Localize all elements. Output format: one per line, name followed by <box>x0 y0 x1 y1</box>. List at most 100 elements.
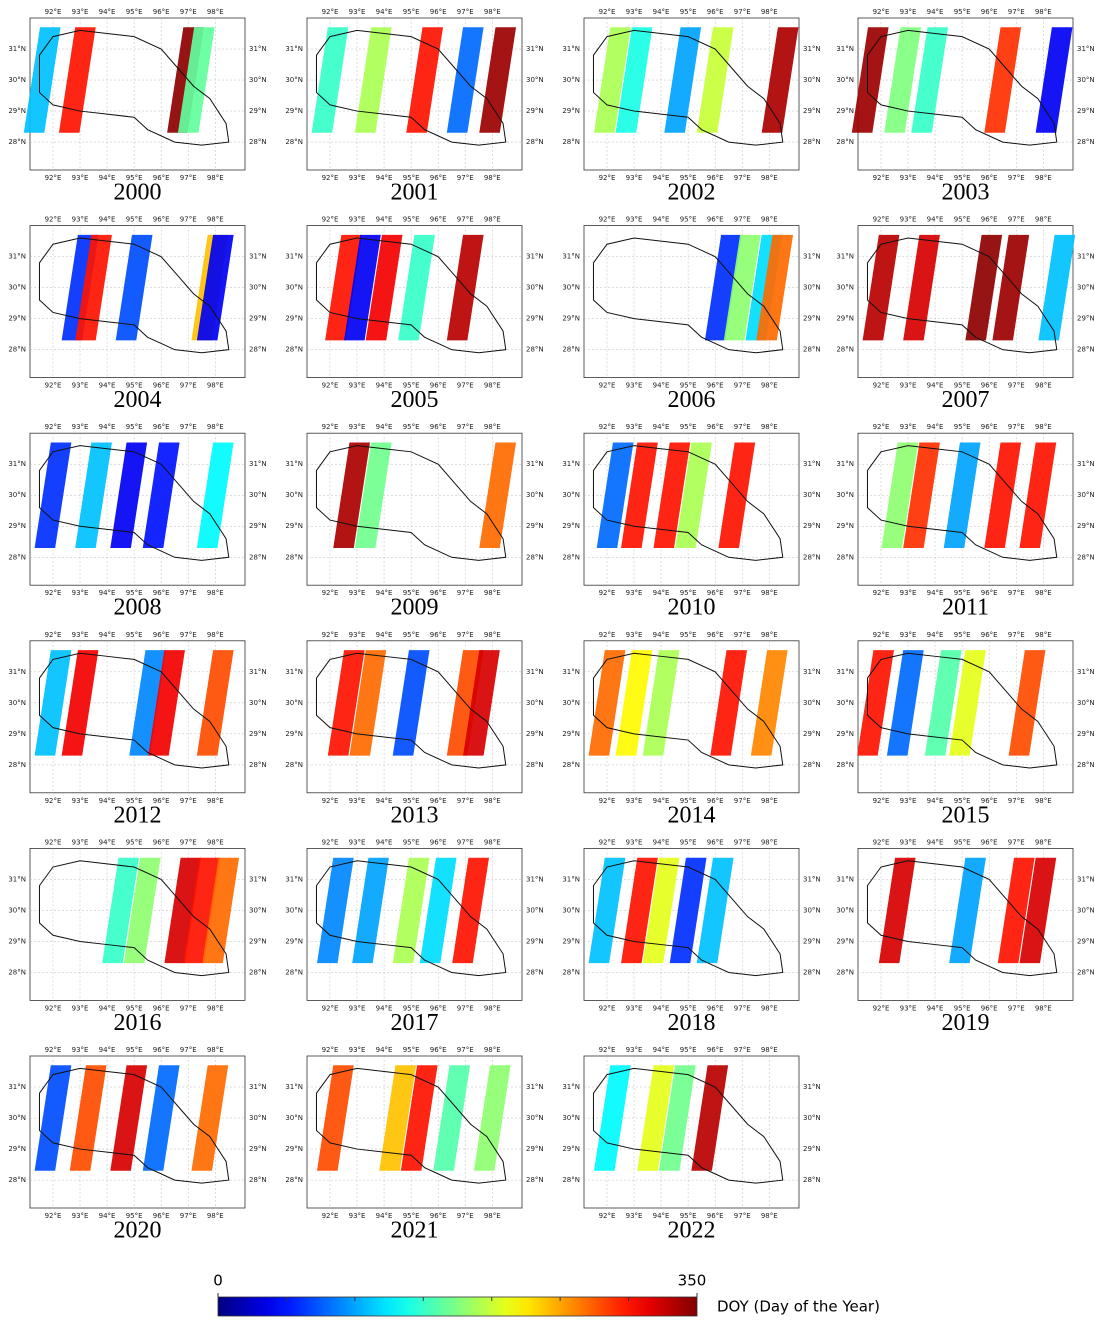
lat-label: 30°N <box>803 906 821 914</box>
lat-label: 30°N <box>1077 284 1094 292</box>
lon-label: 96°E <box>981 631 998 639</box>
lat-label: 29°N <box>249 730 267 738</box>
lon-label: 96°E <box>707 838 724 846</box>
lon-label: 92°E <box>873 423 890 431</box>
lat-label: 31°N <box>526 460 544 468</box>
lon-label: 97°E <box>734 423 751 431</box>
lon-label: 94°E <box>99 838 116 846</box>
lon-label: 97°E <box>734 1212 751 1220</box>
lon-label: 92°E <box>322 631 339 639</box>
lon-label: 97°E <box>1008 631 1025 639</box>
year-label: 2018 <box>668 1010 716 1036</box>
year-label: 2021 <box>391 1218 439 1244</box>
lon-label: 93°E <box>72 797 89 805</box>
lat-label: 29°N <box>8 107 26 115</box>
lat-label: 29°N <box>836 107 854 115</box>
lon-label: 98°E <box>1035 797 1052 805</box>
lon-label: 93°E <box>72 631 89 639</box>
map-panel: 92°E92°E93°E93°E94°E94°E95°E95°E96°E96°E… <box>8 8 266 206</box>
lat-label: 30°N <box>562 906 580 914</box>
lat-label: 29°N <box>803 315 821 323</box>
lat-label: 30°N <box>1077 906 1094 914</box>
map-panel: 92°E92°E93°E93°E94°E94°E95°E95°E96°E96°E… <box>562 1046 820 1244</box>
year-label: 2012 <box>114 802 162 828</box>
lon-label: 92°E <box>873 382 890 390</box>
lat-label: 29°N <box>249 315 267 323</box>
lat-label: 30°N <box>285 491 303 499</box>
year-label: 2020 <box>114 1218 162 1244</box>
lon-label: 97°E <box>1008 423 1025 431</box>
lat-label: 29°N <box>249 107 267 115</box>
lon-label: 94°E <box>653 216 670 224</box>
lat-label: 30°N <box>803 491 821 499</box>
lat-label: 28°N <box>285 968 303 976</box>
lon-label: 95°E <box>126 1046 143 1054</box>
lat-label: 30°N <box>562 699 580 707</box>
year-label: 2016 <box>114 1010 162 1036</box>
lon-label: 94°E <box>376 1046 393 1054</box>
lon-label: 94°E <box>99 1046 116 1054</box>
figure: 92°E 92°E 93°E 93°E 94°E 94°E 95°E 95°E 96°E 96°E… <box>0 0 1094 1324</box>
lon-label: 95°E <box>680 631 697 639</box>
lat-label: 28°N <box>526 968 544 976</box>
map-panel: 92°E92°E93°E93°E94°E94°E95°E95°E96°E96°E… <box>562 631 820 829</box>
lon-label: 95°E <box>403 8 420 16</box>
lat-label: 29°N <box>8 730 26 738</box>
lat-label: 28°N <box>526 1176 544 1184</box>
lat-label: 31°N <box>836 668 854 676</box>
lon-label: 92°E <box>873 631 890 639</box>
lon-label: 92°E <box>599 589 616 597</box>
lat-label: 31°N <box>803 1083 821 1091</box>
lat-label: 31°N <box>526 668 544 676</box>
lon-label: 92°E <box>873 589 890 597</box>
lat-label: 29°N <box>1077 730 1094 738</box>
lat-label: 30°N <box>249 284 267 292</box>
lat-label: 28°N <box>8 346 26 354</box>
lat-label: 31°N <box>1077 875 1094 883</box>
lat-label: 30°N <box>562 491 580 499</box>
lon-label: 98°E <box>484 797 501 805</box>
lon-label: 97°E <box>457 1046 474 1054</box>
lat-label: 30°N <box>526 491 544 499</box>
lon-label: 97°E <box>180 838 197 846</box>
lat-label: 30°N <box>8 906 26 914</box>
lon-label: 97°E <box>457 797 474 805</box>
lon-label: 98°E <box>484 423 501 431</box>
colorbar-label: DOY (Day of the Year) <box>717 1298 880 1316</box>
lon-label: 97°E <box>180 589 197 597</box>
lon-label: 95°E <box>126 631 143 639</box>
lon-label: 95°E <box>680 216 697 224</box>
lat-label: 31°N <box>8 45 26 53</box>
year-label: 2001 <box>391 180 439 206</box>
lat-label: 31°N <box>1077 668 1094 676</box>
lon-label: 96°E <box>430 631 447 639</box>
lat-label: 28°N <box>803 1176 821 1184</box>
lat-label: 29°N <box>803 522 821 530</box>
lon-label: 94°E <box>376 423 393 431</box>
lon-label: 94°E <box>376 838 393 846</box>
lon-label: 92°E <box>45 838 62 846</box>
lon-label: 98°E <box>761 589 778 597</box>
lon-label: 98°E <box>761 631 778 639</box>
lat-label: 30°N <box>8 76 26 84</box>
lon-label: 98°E <box>761 1004 778 1012</box>
lat-label: 29°N <box>8 937 26 945</box>
lon-label: 95°E <box>954 423 971 431</box>
lat-label: 28°N <box>249 553 267 561</box>
lat-label: 30°N <box>249 491 267 499</box>
lat-label: 29°N <box>8 522 26 530</box>
lon-label: 96°E <box>707 423 724 431</box>
lat-label: 29°N <box>526 937 544 945</box>
lat-label: 28°N <box>285 138 303 146</box>
lon-label: 98°E <box>207 797 224 805</box>
map-panel: 92°E92°E93°E93°E94°E94°E95°E95°E96°E96°E… <box>285 216 543 414</box>
lat-label: 30°N <box>285 284 303 292</box>
lon-label: 92°E <box>873 1004 890 1012</box>
lon-label: 92°E <box>45 423 62 431</box>
map-panel: 92°E92°E93°E93°E94°E94°E95°E95°E96°E96°E… <box>8 631 266 829</box>
lon-label: 93°E <box>626 1046 643 1054</box>
lon-label: 93°E <box>349 631 366 639</box>
year-label: 2009 <box>391 595 439 621</box>
lon-label: 98°E <box>1035 423 1052 431</box>
lon-label: 98°E <box>484 1046 501 1054</box>
